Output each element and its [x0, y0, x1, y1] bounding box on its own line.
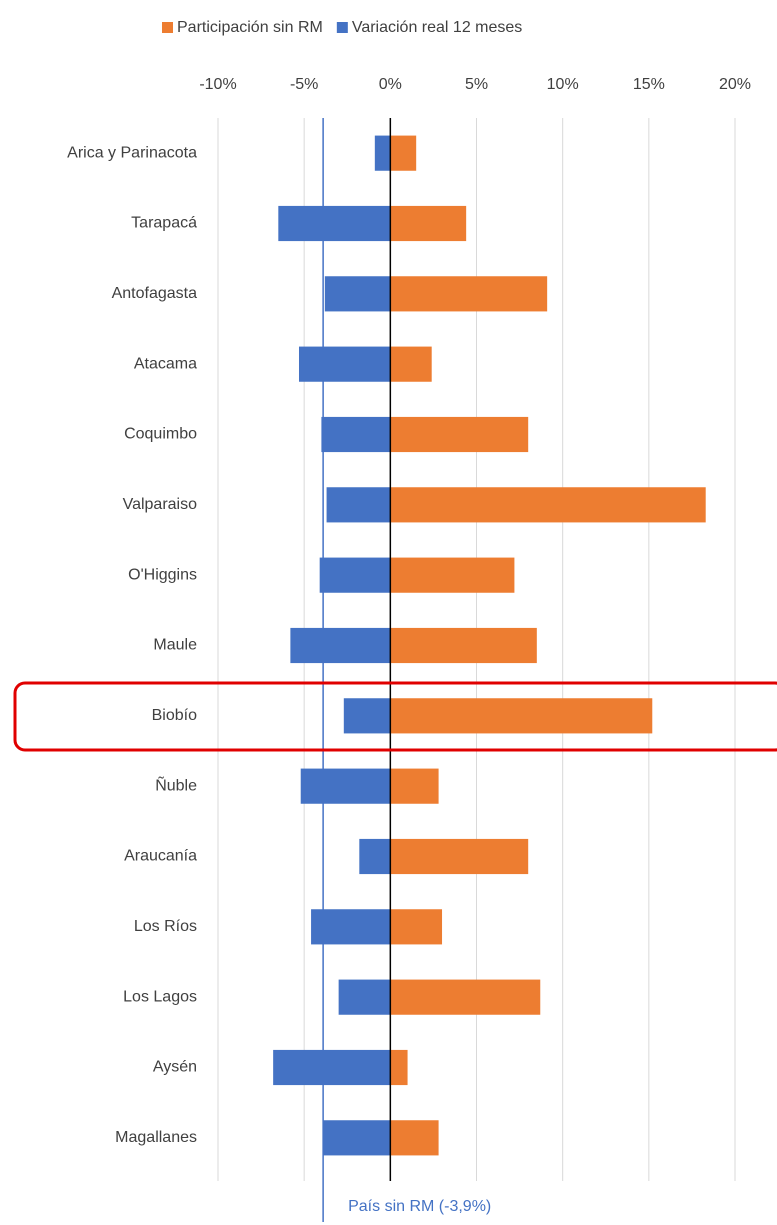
y-tick-label: Los Lagos [123, 988, 197, 1005]
bar [319, 557, 391, 593]
bar [338, 979, 391, 1015]
x-tick-label: -10% [199, 76, 236, 93]
bar [390, 768, 439, 804]
y-tick-label: O'Higgins [128, 566, 197, 583]
bar [390, 487, 706, 523]
y-tick-label: Valparaiso [123, 496, 198, 513]
bar [390, 135, 417, 171]
bar [323, 1120, 391, 1156]
y-tick-label: Biobío [152, 707, 197, 724]
y-tick-label: Araucanía [124, 848, 197, 865]
bar [390, 1049, 408, 1086]
bar [390, 557, 515, 593]
bar [324, 276, 391, 312]
bar [290, 627, 391, 664]
y-tick-label: Ñuble [155, 774, 197, 794]
x-tick-label: 0% [379, 76, 402, 93]
highlight-box [13, 681, 777, 752]
reference-label: País sin RM (-3,9%) [348, 1198, 491, 1215]
bar [326, 487, 391, 523]
y-tick-label: Tarapacá [131, 215, 197, 232]
bar [390, 698, 653, 734]
bar [390, 276, 548, 312]
bar [298, 346, 391, 382]
bar [300, 768, 391, 804]
bar [390, 627, 537, 664]
bar [390, 909, 443, 945]
bar [390, 416, 529, 453]
bar [359, 838, 391, 875]
bar [343, 698, 391, 734]
legend-swatch [336, 22, 348, 33]
x-tick-label: 5% [465, 76, 488, 93]
bar [374, 135, 391, 171]
x-tick-label: 20% [719, 76, 751, 93]
bar [321, 416, 391, 453]
bar [390, 979, 541, 1015]
y-tick-label: Maule [153, 637, 197, 654]
legend-label: Participación sin RM [177, 19, 323, 36]
y-tick-label: Atacama [134, 355, 197, 372]
legend-swatch [162, 22, 173, 33]
y-tick-label: Magallanes [115, 1129, 197, 1146]
y-tick-label: Coquimbo [124, 426, 197, 443]
bar [311, 909, 391, 945]
x-tick-label: 15% [633, 76, 665, 93]
bar [273, 1049, 391, 1086]
x-tick-label: -5% [290, 76, 318, 93]
bar [278, 205, 391, 242]
y-tick-label: Antofagasta [112, 285, 198, 302]
x-tick-label: 10% [547, 76, 579, 93]
y-tick-label: Arica y Parinacota [67, 144, 197, 161]
y-tick-label: Los Ríos [134, 918, 197, 935]
legend-label: Variación real 12 meses [352, 19, 522, 36]
bar [390, 838, 529, 875]
y-tick-label: Aysén [153, 1059, 197, 1076]
bar [390, 1120, 439, 1156]
bar [390, 205, 467, 242]
bar [390, 346, 432, 382]
